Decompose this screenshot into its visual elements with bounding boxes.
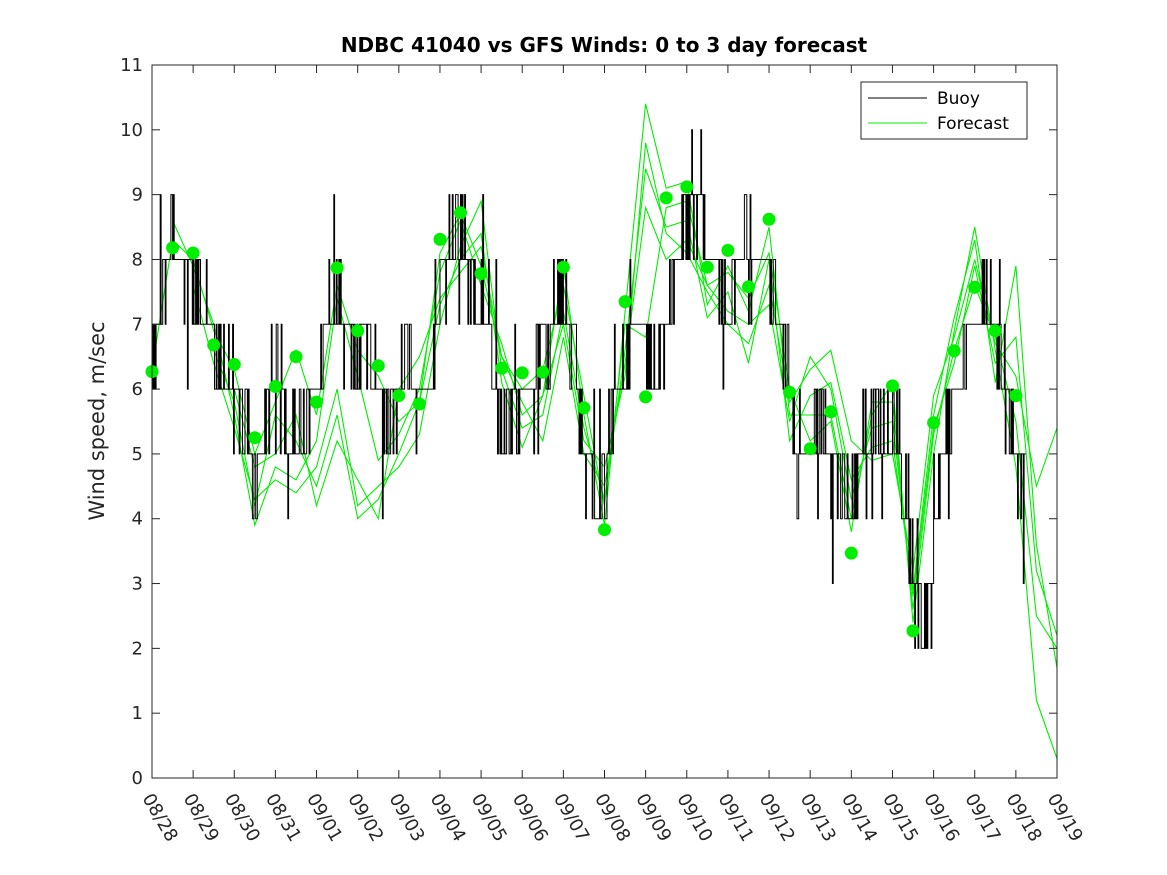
y-tick-label: 10: [120, 120, 143, 141]
observation-point: [289, 350, 303, 364]
forecast-lines: [151, 103, 1058, 759]
observation-point: [515, 366, 529, 380]
observation-point: [495, 361, 509, 375]
observation-point: [371, 359, 385, 373]
observation-point: [762, 212, 776, 226]
y-tick-label: 0: [132, 768, 143, 789]
y-tick-label: 7: [132, 314, 143, 335]
observation-point: [556, 260, 570, 274]
observation-point: [310, 395, 323, 409]
forecast-series-line: [192, 168, 1058, 668]
observation-points: [145, 180, 1023, 638]
observation-point: [227, 358, 241, 371]
observation-point: [577, 401, 591, 415]
buoy-series-line: [152, 129, 1026, 649]
observation-point: [330, 261, 344, 275]
observation-point: [844, 546, 858, 560]
y-tick-label: 11: [120, 55, 143, 76]
observation-point: [639, 390, 653, 404]
y-tick-label: 6: [132, 379, 143, 400]
y-axis-ticks: 0 1 2 3 4 5 6 7 8 9 10 11: [120, 55, 1057, 789]
observation-point: [988, 324, 1002, 338]
observation-point: [454, 206, 467, 220]
observation-point: [598, 523, 611, 537]
y-tick-label: 2: [132, 638, 143, 659]
observation-point: [433, 232, 447, 246]
observation-point: [803, 442, 817, 456]
observation-point: [1009, 389, 1023, 403]
observation-point: [721, 243, 735, 257]
observation-point: [742, 280, 755, 294]
observation-point: [886, 379, 899, 393]
legend: Buoy Forecast: [860, 81, 1028, 140]
observation-point: [186, 246, 200, 260]
observation-point: [207, 338, 221, 352]
legend-buoy-label: Buoy: [937, 89, 980, 109]
y-tick-label: 5: [132, 444, 143, 465]
chart-title: NDBC 41040 vs GFS Winds: 0 to 3 day fore…: [341, 33, 868, 57]
observation-point: [947, 344, 961, 358]
plot-area: [152, 65, 1057, 778]
observation-point: [968, 280, 982, 294]
forecast-series-line: [213, 142, 1058, 571]
observation-point: [412, 397, 426, 411]
buoy-line: [152, 129, 1026, 649]
y-tick-label: 8: [132, 249, 143, 270]
y-axis-label: Wind speed, m/sec: [85, 321, 109, 520]
observation-point: [268, 380, 282, 393]
observation-point: [166, 241, 180, 255]
y-tick-label: 3: [132, 574, 143, 595]
observation-point: [536, 365, 550, 379]
y-tick-label: 9: [132, 185, 143, 206]
observation-point: [783, 385, 797, 399]
observation-point: [351, 324, 365, 338]
observation-point: [474, 267, 488, 281]
observation-point: [680, 180, 694, 194]
observation-point: [659, 191, 673, 205]
observation-point: [618, 295, 632, 309]
observation-point: [700, 260, 714, 274]
y-tick-label: 1: [132, 703, 143, 724]
observation-point: [824, 405, 838, 419]
observation-point: [248, 431, 262, 445]
forecast-series-line: [233, 205, 1058, 636]
observation-point: [906, 624, 920, 638]
legend-forecast-label: Forecast: [937, 114, 1009, 134]
legend-box: [860, 81, 1028, 140]
observation-point: [927, 416, 941, 430]
observation-point: [392, 389, 406, 403]
y-tick-label: 4: [132, 509, 143, 530]
